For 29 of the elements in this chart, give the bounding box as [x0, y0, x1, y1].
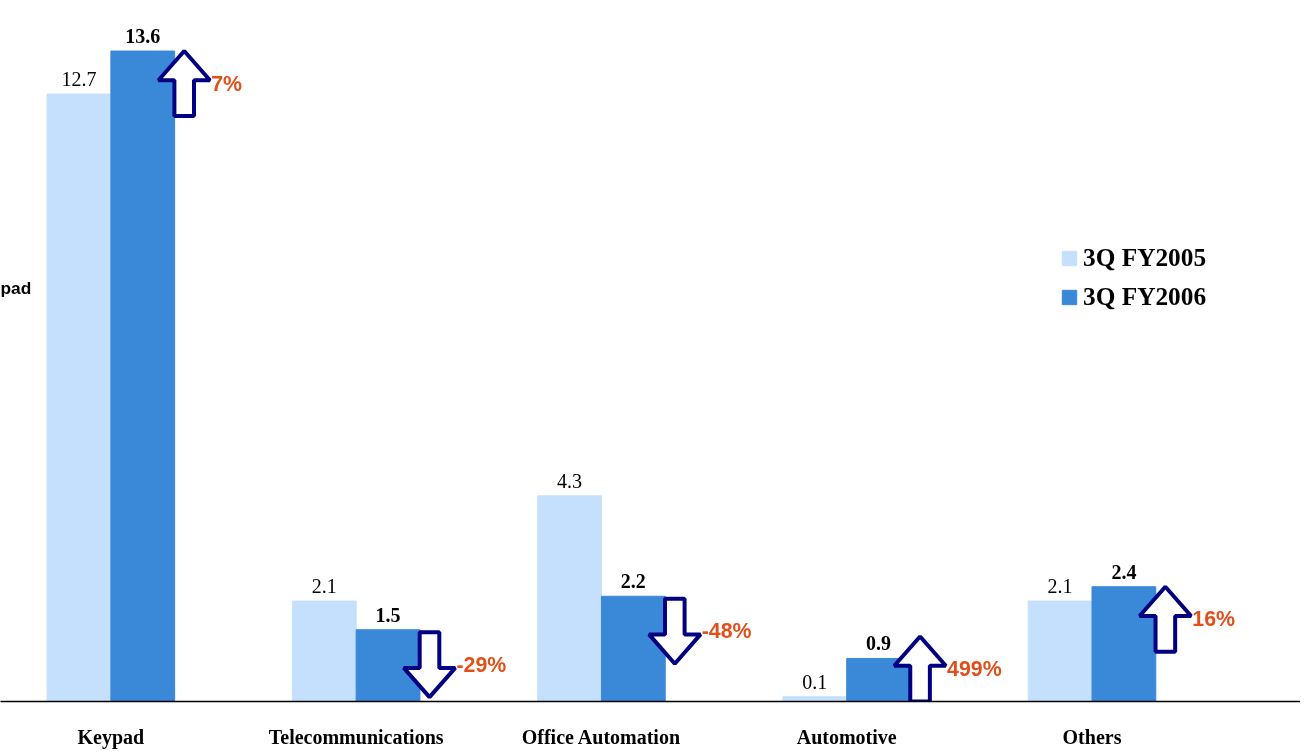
data-label: 4.3 [557, 469, 583, 492]
x-tick-label: Automotive [796, 725, 897, 748]
data-label: 1.5 [375, 603, 401, 626]
annotation: pad [0, 278, 32, 299]
bar [46, 93, 112, 702]
x-tick-label: Office Automation [521, 725, 681, 748]
data-label: 12.7 [61, 68, 97, 91]
data-label: 2.2 [620, 570, 646, 593]
data-label: 0.9 [866, 632, 892, 655]
data-label: 2.4 [1111, 560, 1137, 583]
annotation: -29% [456, 652, 507, 677]
annotation: 16% [1192, 607, 1236, 632]
x-tick-label: Telecommunications [268, 725, 444, 748]
annotation: 7% [211, 71, 243, 96]
data-label: 2.1 [311, 575, 337, 598]
legend-label: 3Q FY2006 [1083, 282, 1207, 311]
data-label: 13.6 [125, 25, 161, 48]
x-tick-label: Keypad [77, 725, 145, 749]
bar [110, 50, 176, 702]
bar [537, 495, 602, 702]
data-label: 0.1 [802, 670, 828, 693]
data-label: 2.1 [1047, 575, 1073, 598]
annotation: 499% [947, 656, 1002, 681]
x-tick-label: Others [1062, 725, 1122, 748]
bar [1027, 600, 1093, 702]
legend-label: 3Q FY2005 [1083, 243, 1207, 272]
bar [782, 696, 848, 702]
bar [291, 600, 357, 702]
annotation: -48% [701, 619, 752, 644]
